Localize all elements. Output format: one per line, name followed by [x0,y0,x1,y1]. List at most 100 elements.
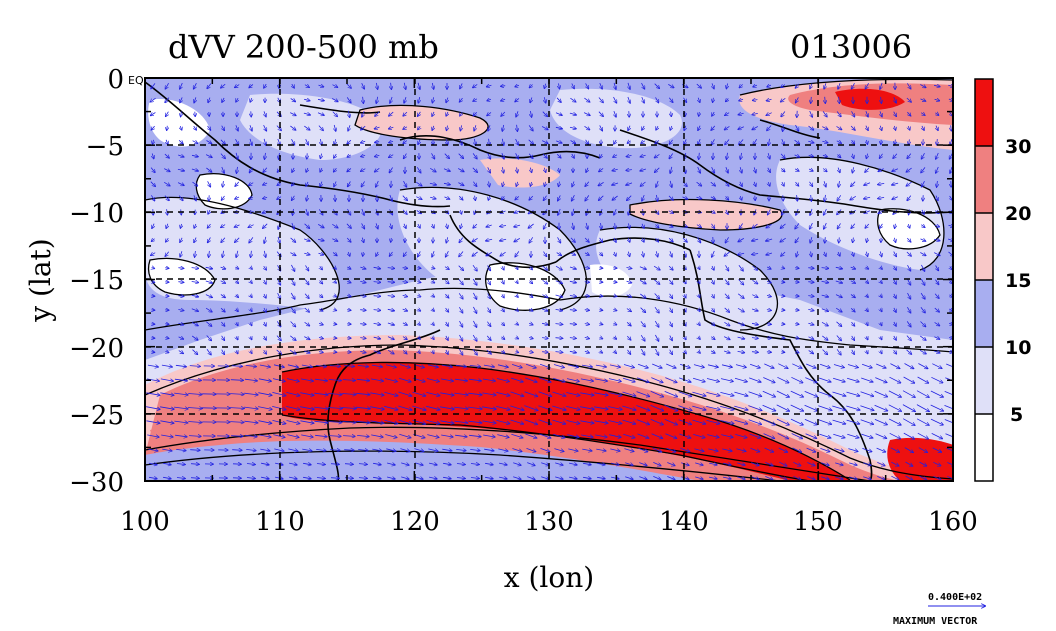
wind-vector [824,83,826,89]
wind-vector [613,155,618,157]
wind-vector [822,141,827,142]
wind-vector [501,111,506,116]
wind-vector [654,83,660,89]
wind-vector [181,111,182,117]
wind-vector [334,267,336,269]
wind-vector [277,183,280,185]
wind-vector [389,167,393,173]
wind-vector [220,267,226,269]
wind-vector [878,183,885,184]
wind-vector [346,83,351,88]
wind-vector [851,223,856,228]
wind-vector [332,111,337,117]
wind-vector [362,223,365,228]
wind-vector [544,222,547,229]
wind-vector [165,251,170,256]
wind-vector [627,155,632,156]
wind-vector [514,211,520,213]
wind-vector [404,82,405,89]
wind-vector [880,111,882,116]
red-patch [835,88,905,110]
wind-vector [487,99,492,100]
wind-vector [178,140,183,143]
wind-vector [320,181,322,187]
wind-vector [432,125,434,130]
wind-vector [360,267,365,269]
wind-vector [572,153,574,158]
wind-vector [867,237,868,242]
wind-vector [853,237,854,243]
wind-vector [852,153,853,158]
wind-vector [151,195,154,200]
wind-vector [177,183,184,186]
wind-vector [556,253,562,256]
wind-vector [655,140,660,143]
wind-vector [558,195,561,200]
wind-vector [447,125,448,131]
wind-vector [264,265,267,270]
wind-vector [501,86,506,87]
wind-vector [810,83,812,89]
wind-vector [894,97,896,103]
wind-vector [753,85,758,87]
wind-vector [178,282,183,283]
wind-vector [402,209,407,214]
wind-vector [180,97,182,102]
wind-vector [431,153,435,158]
wind-vector [642,125,644,130]
wind-vector [178,268,183,269]
wind-vector [838,82,840,89]
colorbar-labels: 30 20 15 10 5 [1005,136,1031,426]
wind-vector [194,97,196,102]
wind-vector [614,110,616,117]
wind-vector [740,152,741,159]
wind-vector [235,197,240,199]
wind-vector [332,85,338,88]
wind-vector [363,96,364,103]
wind-vector [767,85,772,87]
wind-vector [361,141,366,143]
wind-vector [220,281,226,283]
wind-vector [278,279,281,285]
wind-vector [726,83,727,89]
wind-vector [334,153,337,158]
wind-vector [277,197,282,200]
wind-vector [502,167,503,173]
wind-vector [516,153,519,158]
wind-vector [850,125,855,130]
wind-vector [740,181,742,186]
light-red-patch [480,158,560,188]
wind-vector [209,250,210,257]
wind-vector [555,265,562,270]
wind-vector [444,197,450,199]
wind-vector [598,97,603,103]
wind-vector [208,181,211,186]
wind-vector [375,142,380,143]
wind-vector [346,237,351,242]
wind-vector [205,267,213,268]
wind-vector [194,195,196,200]
wind-vector [643,251,644,256]
wind-vector [612,183,619,185]
wind-vector [614,237,616,242]
wind-vector [822,169,827,172]
wind-vector [163,181,170,185]
wind-vector [726,99,729,102]
wind-vector [808,141,813,143]
wind-vector [684,125,686,131]
wind-vector [545,181,546,186]
wind-vector [739,84,742,87]
wind-vector [544,195,547,201]
wind-vector [584,125,590,129]
wind-vector [682,237,687,242]
wind-vector [712,167,715,173]
wind-vector [416,167,420,172]
wind-vector [668,238,673,241]
wind-vector [698,166,701,173]
wind-vector [934,225,940,226]
wind-vector [894,125,895,130]
wind-vector [852,251,853,256]
wind-vector [586,139,589,144]
wind-vector [164,195,169,201]
